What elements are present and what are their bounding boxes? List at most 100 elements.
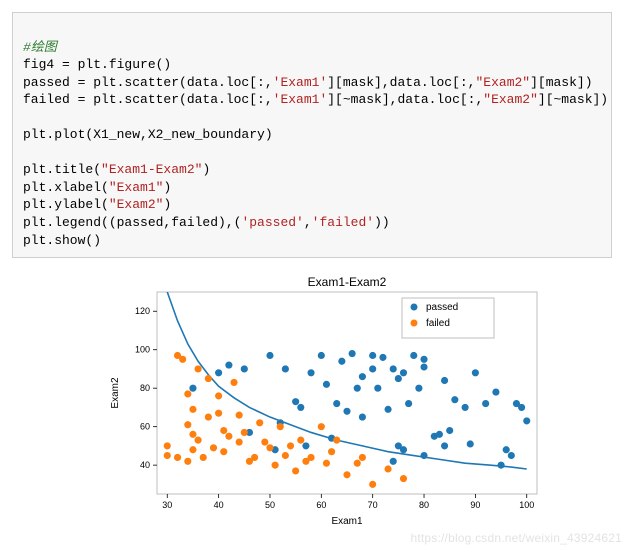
point-failed [210, 444, 217, 451]
point-passed [189, 385, 196, 392]
point-failed [400, 475, 407, 482]
point-failed [195, 365, 202, 372]
point-passed [497, 462, 504, 469]
code-line: failed = plt.scatter(data.loc[:,'Exam1']… [23, 92, 608, 107]
point-passed [379, 354, 386, 361]
point-passed [420, 452, 427, 459]
chart-title: Exam1-Exam2 [308, 275, 387, 289]
ytick-label: 120 [135, 306, 150, 316]
code-line: plt.show() [23, 233, 101, 248]
point-passed [503, 446, 510, 453]
point-passed [462, 404, 469, 411]
point-failed [200, 454, 207, 461]
point-failed [272, 462, 279, 469]
xtick-label: 40 [214, 500, 224, 510]
point-failed [261, 439, 268, 446]
point-failed [282, 452, 289, 459]
legend-label: passed [426, 302, 458, 313]
point-failed [287, 442, 294, 449]
point-failed [189, 446, 196, 453]
point-failed [323, 460, 330, 467]
point-passed [420, 364, 427, 371]
point-passed [266, 352, 273, 359]
ytick-label: 40 [140, 460, 150, 470]
point-passed [467, 441, 474, 448]
point-failed [205, 414, 212, 421]
point-failed [359, 454, 366, 461]
point-failed [189, 431, 196, 438]
point-passed [318, 352, 325, 359]
point-failed [164, 442, 171, 449]
point-passed [400, 446, 407, 453]
point-failed [292, 467, 299, 474]
point-passed [390, 458, 397, 465]
point-passed [395, 375, 402, 382]
point-failed [256, 419, 263, 426]
xtick-label: 80 [419, 500, 429, 510]
point-failed [220, 427, 227, 434]
point-failed [266, 444, 273, 451]
chart-figure: Exam1-Exam230405060708090100406080100120… [102, 274, 562, 539]
point-failed [184, 421, 191, 428]
ylabel: Exam2 [110, 377, 121, 409]
legend: passed failed [402, 298, 494, 338]
point-failed [189, 406, 196, 413]
code-line: fig4 = plt.figure() [23, 57, 171, 72]
point-passed [323, 381, 330, 388]
point-passed [405, 400, 412, 407]
xtick-label: 30 [162, 500, 172, 510]
ytick-label: 60 [140, 422, 150, 432]
point-failed [215, 392, 222, 399]
code-line: plt.xlabel("Exam1") [23, 180, 171, 195]
point-failed [184, 390, 191, 397]
point-failed [343, 471, 350, 478]
point-passed [390, 365, 397, 372]
point-passed [302, 442, 309, 449]
point-passed [369, 352, 376, 359]
point-passed [349, 350, 356, 357]
watermark: https://blog.csdn.net/weixin_43924621 [410, 531, 622, 545]
point-failed [307, 454, 314, 461]
point-passed [523, 417, 530, 424]
point-passed [441, 442, 448, 449]
code-cell: #绘图 fig4 = plt.figure() passed = plt.sca… [12, 12, 612, 258]
point-passed [241, 365, 248, 372]
point-passed [369, 365, 376, 372]
code-line: plt.legend((passed,failed),('passed','fa… [23, 215, 390, 230]
point-failed [184, 458, 191, 465]
point-passed [400, 369, 407, 376]
point-passed [215, 369, 222, 376]
point-failed [385, 466, 392, 473]
code-line: plt.plot(X1_new,X2_new_boundary) [23, 127, 273, 142]
point-passed [338, 358, 345, 365]
point-passed [415, 385, 422, 392]
point-failed [215, 410, 222, 417]
point-passed [385, 406, 392, 413]
point-failed [251, 454, 258, 461]
point-failed [333, 437, 340, 444]
point-passed [446, 427, 453, 434]
point-failed [277, 423, 284, 430]
point-failed [195, 437, 202, 444]
point-passed [472, 369, 479, 376]
point-failed [369, 481, 376, 488]
legend-marker [411, 304, 418, 311]
point-passed [225, 362, 232, 369]
point-failed [236, 439, 243, 446]
point-passed [436, 431, 443, 438]
point-passed [297, 404, 304, 411]
point-passed [307, 369, 314, 376]
point-failed [297, 437, 304, 444]
point-failed [354, 460, 361, 467]
point-passed [359, 414, 366, 421]
point-failed [318, 423, 325, 430]
legend-label: failed [426, 318, 450, 329]
xtick-label: 90 [470, 500, 480, 510]
xtick-label: 70 [368, 500, 378, 510]
point-passed [333, 400, 340, 407]
point-passed [292, 398, 299, 405]
point-failed [225, 433, 232, 440]
point-passed [359, 373, 366, 380]
point-passed [410, 352, 417, 359]
point-passed [518, 404, 525, 411]
